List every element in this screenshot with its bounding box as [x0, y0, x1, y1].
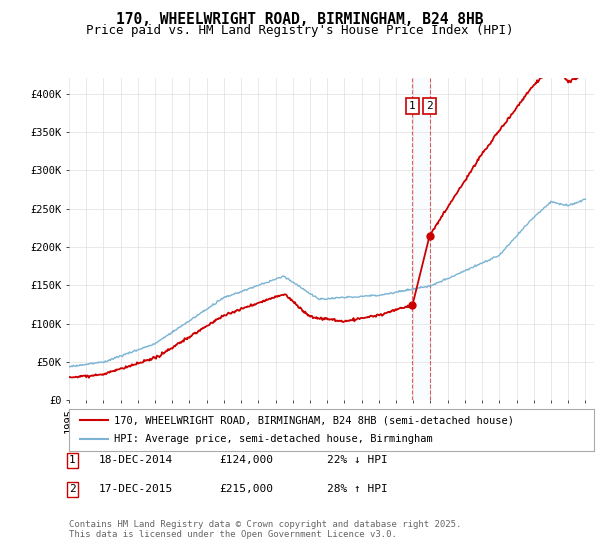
- Text: 1: 1: [409, 101, 416, 111]
- Text: HPI: Average price, semi-detached house, Birmingham: HPI: Average price, semi-detached house,…: [113, 435, 433, 445]
- Text: Contains HM Land Registry data © Crown copyright and database right 2025.
This d: Contains HM Land Registry data © Crown c…: [69, 520, 461, 539]
- Text: 2: 2: [69, 484, 76, 494]
- Text: 17-DEC-2015: 17-DEC-2015: [99, 484, 173, 494]
- Bar: [412, 78, 430, 400]
- Text: 2: 2: [426, 101, 433, 111]
- Text: 170, WHEELWRIGHT ROAD, BIRMINGHAM, B24 8HB (semi-detached house): 170, WHEELWRIGHT ROAD, BIRMINGHAM, B24 8…: [113, 415, 514, 425]
- Text: 22% ↓ HPI: 22% ↓ HPI: [327, 455, 388, 465]
- Text: Price paid vs. HM Land Registry's House Price Index (HPI): Price paid vs. HM Land Registry's House …: [86, 24, 514, 37]
- Text: 170, WHEELWRIGHT ROAD, BIRMINGHAM, B24 8HB: 170, WHEELWRIGHT ROAD, BIRMINGHAM, B24 8…: [116, 12, 484, 27]
- Text: 1: 1: [69, 455, 76, 465]
- Text: 18-DEC-2014: 18-DEC-2014: [99, 455, 173, 465]
- Text: £124,000: £124,000: [219, 455, 273, 465]
- Text: £215,000: £215,000: [219, 484, 273, 494]
- Text: 28% ↑ HPI: 28% ↑ HPI: [327, 484, 388, 494]
